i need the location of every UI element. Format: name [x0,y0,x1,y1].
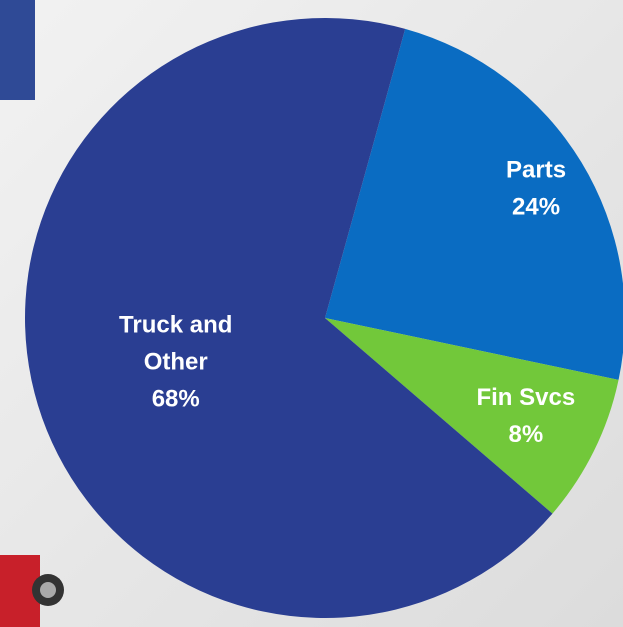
pie-slice [25,17,553,619]
slice-label: Truck and Other [119,312,232,376]
pie-slice [325,318,619,514]
header-block [0,0,35,100]
pie-slice [325,28,623,380]
slice-label: Fin Svcs [476,384,575,411]
slice-value-label: 68% [152,386,200,413]
slice-label: Parts [506,157,566,184]
slice-value-label: 8% [508,421,543,448]
slice-value-label: 24% [512,194,560,221]
truck-icon [0,555,64,627]
